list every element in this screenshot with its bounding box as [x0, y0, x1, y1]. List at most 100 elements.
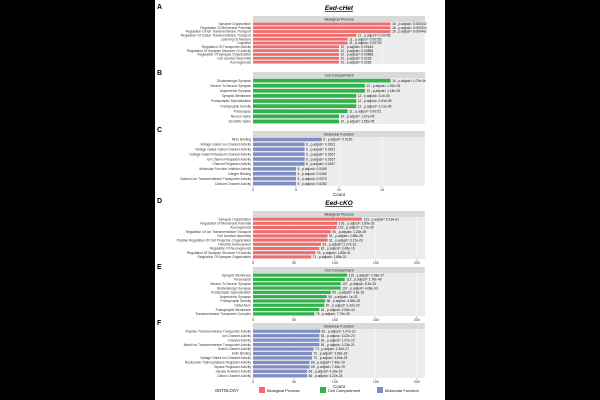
bar-label: 83 , p.adjust= 2.27e-31 — [322, 243, 356, 247]
category-label: Calcium Channel Activity — [215, 182, 252, 186]
bar-label: 107 , p.adjust= 5.3e-33 — [342, 282, 376, 286]
bar — [253, 290, 331, 294]
bar-label: 81 , p.adjust= 3.02e-23 — [321, 334, 355, 338]
x-tick-label: 5 — [295, 188, 297, 192]
bar-label: 72 , p.adjust= 3.66e-18 — [313, 352, 347, 356]
legend-label: Biological Process — [267, 388, 300, 393]
bar — [253, 30, 391, 33]
bar — [253, 56, 339, 60]
bar — [253, 334, 320, 338]
panel-b: B Cell Compartment 16 , p.adjust= 1.07e-06… — [157, 70, 426, 124]
facet-strip — [253, 131, 425, 137]
x-tick-label: 0 — [252, 380, 254, 384]
category-label: Postsynaptic Density — [220, 299, 251, 303]
x-tick-label: 100 — [332, 318, 338, 322]
category-label: Neuron To Neuron Synapse — [210, 84, 251, 88]
legend-label: Molecular Function — [385, 388, 419, 393]
panel-a: Biological Process 16 , p.adjust= 0.00044… — [181, 16, 427, 64]
bar — [253, 234, 328, 238]
category-label: Cognition — [237, 41, 251, 45]
bar-label: 103 , p.adjust= 2.89e-33 — [339, 222, 375, 226]
bar-label: 91 , p.adjust= 3.17e-29 — [329, 238, 363, 242]
bar-label: 75 , p.adjust= 7.73e-25 — [316, 312, 350, 316]
category-label: Postsynaptic Specialization — [211, 99, 251, 103]
category-label: Regulation Of Synapse Structure Or Activ… — [187, 49, 251, 53]
legend-swatch — [259, 387, 265, 393]
category-label: Learning Or Memory — [221, 37, 252, 41]
bar — [253, 308, 320, 312]
category-label: Synapse Organization — [219, 22, 252, 26]
category-label: Regulation Of Cation Transmembrane Trans… — [181, 34, 251, 38]
category-label: Gated Channel Activity — [218, 347, 252, 351]
bar-label: 69 , p.adjust= 7.46e-19 — [311, 365, 345, 369]
bar — [253, 60, 339, 64]
bar-label: 69 , p.adjust= 7.46e-19 — [311, 361, 345, 365]
bar — [253, 109, 348, 114]
x-tick-label: 10 — [337, 188, 341, 192]
bar-label: 10 , p.adjust= 1.67e-05 — [341, 115, 375, 119]
x-tick-label: 100 — [332, 261, 338, 265]
category-label: Dendritic Spine — [229, 120, 252, 124]
category-label: Passive Transmembrane Transporter Activi… — [186, 329, 252, 333]
facet-strip — [253, 267, 425, 273]
bar — [253, 37, 348, 41]
facet-strip-label: Biological Process — [324, 213, 354, 217]
bar — [253, 286, 341, 290]
bar — [253, 33, 357, 37]
bar — [253, 273, 348, 277]
bar-label: 115 , p.adjust= 2.08e-37 — [349, 273, 385, 277]
category-label: Dendrite Development — [218, 243, 251, 247]
bar — [253, 282, 341, 286]
bar-label: 133 , p.adjust= 6.18e-61 — [363, 217, 399, 221]
bar — [253, 299, 326, 303]
bar-label: 102 , p.adjust= 2.71e-30 — [338, 226, 374, 230]
category-label: Voltage Gated Potassium Channel Activity — [189, 152, 251, 156]
category-label: Presynapse — [234, 278, 252, 282]
category-label: Gtpase Activator Activity — [216, 370, 252, 374]
bar-label: 72 , p.adjust= 3.84e-25 — [313, 356, 347, 360]
bar-label: 66 , p.adjust= 4.22e-23 — [309, 374, 343, 378]
bar-label: 16 , p.adjust= 1.07e-06 — [392, 79, 426, 83]
category-label: Regulation Of Neurogenesis — [210, 247, 252, 251]
bar-label: 90 , p.adjust= 1e-32 — [328, 295, 357, 299]
bar-label: 13 , p.adjust= 1.18e-05 — [366, 89, 400, 93]
bar-label: 12 , p.adjust= 2.81e-05 — [358, 99, 392, 103]
bar — [253, 351, 312, 356]
bar — [253, 83, 365, 88]
category-label: Postsynaptic Density — [220, 104, 251, 108]
bar-label: 66 , p.adjust= 4.16e-19 — [309, 370, 343, 374]
bar-label: 5 , p.adjust= 0.0456 — [298, 172, 327, 176]
bar-label: 5 , p.adjust= 0.0408 — [298, 167, 327, 171]
category-label: Transmembrane Transporter Complex — [195, 312, 251, 316]
category-label: Regulation Of Synapse Organization — [197, 255, 251, 259]
x-axis-label: Count — [333, 384, 345, 389]
bar — [253, 221, 338, 225]
bar — [253, 157, 305, 161]
bar — [253, 176, 296, 181]
category-label: Regulation Of Membrane Potential — [200, 26, 251, 30]
figure-page: A Eed-cHet D Eed-cKO Biological Process 16 , … — [155, 0, 445, 400]
category-label: Cell Junction Assembly — [217, 56, 251, 60]
bar-label: 16 , p.adjust= 0.000334 — [392, 26, 427, 30]
bar — [253, 167, 296, 171]
category-label: Ion Channel Regulator Activity — [207, 157, 252, 161]
bar-label: 6 , p.adjust= 0.0167 — [306, 152, 335, 156]
facet-strip — [253, 323, 425, 329]
bar — [253, 94, 357, 98]
category-label: Synaptic Membrane — [222, 273, 251, 277]
category-label: Regulation Of Ion Transmembrane Transpor… — [186, 230, 252, 234]
bar-label: 11 , p.adjust= 0.00753 — [349, 41, 382, 45]
bar-label: 5 , p.adjust= 0.0379 — [298, 177, 327, 181]
category-label: Regulation Of Membrane Potential — [200, 222, 251, 226]
category-label: Integrin Binding — [228, 172, 251, 176]
category-label: Regulation Of Synapse Organization — [197, 53, 251, 57]
bar-label: 81 , p.adjust= 1.07e-22 — [321, 338, 355, 342]
bar-label: 82 , p.adjust= 1.07e-23 — [322, 329, 356, 333]
facet-strip-label: Cell Compartment — [325, 269, 354, 273]
x-tick-label: 0 — [252, 188, 254, 192]
bar-label: 91 , p.adjust= 2.85e-28 — [329, 234, 363, 238]
category-label: Glutamatergic Synapse — [217, 286, 251, 290]
bar — [253, 142, 305, 147]
section-heading: Eed-cKO — [325, 200, 352, 207]
